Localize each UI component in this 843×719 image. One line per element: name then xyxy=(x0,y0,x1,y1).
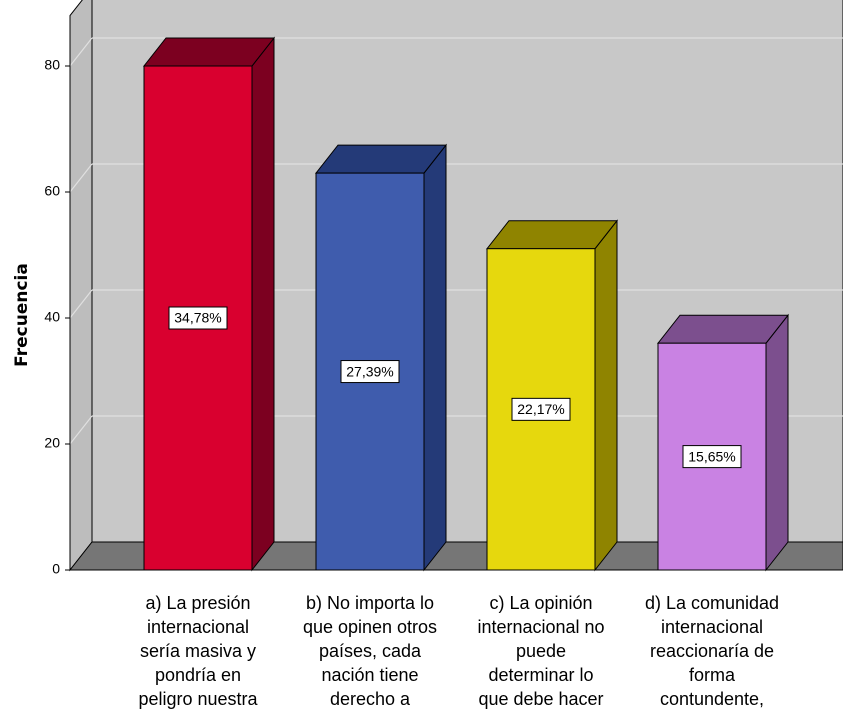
data-label: 15,65% xyxy=(682,445,742,469)
category-label-line: internacional xyxy=(661,617,763,637)
y-tick-label: 60 xyxy=(44,183,60,199)
category-label-line: d) La comunidad xyxy=(645,593,779,613)
category-labels: a) La presión internacional sería masiva y… xyxy=(138,593,779,709)
category-label-line: contundente, xyxy=(660,689,764,709)
category-label-line: puede xyxy=(516,641,566,661)
data-label: 22,17% xyxy=(511,397,571,421)
bar xyxy=(142,36,276,572)
category-label-line: c) La opinión xyxy=(489,593,592,613)
data-label-text: 27,39% xyxy=(346,363,393,379)
data-label-box xyxy=(340,360,400,384)
category-label-line: forma xyxy=(689,665,736,685)
gridline-side xyxy=(69,289,93,319)
gridline-side xyxy=(69,163,93,193)
gridline-side xyxy=(69,415,93,445)
category-label-line: internacional xyxy=(147,617,249,637)
category-label-line: que debe hacer xyxy=(478,689,603,709)
y-tick-label: 80 xyxy=(44,57,60,73)
bar xyxy=(485,219,619,572)
y-tick-label: 0 xyxy=(52,561,60,577)
y-axis-label: Frecuencia xyxy=(12,263,32,367)
category-label: b) No importa lo que opinen otros países, … xyxy=(303,593,437,709)
data-label-box xyxy=(682,445,742,469)
bar-side xyxy=(423,143,447,572)
bar xyxy=(314,143,448,572)
category-label-line: derecho a xyxy=(330,689,411,709)
category-label-line: nación tiene xyxy=(321,665,418,685)
bar-side xyxy=(594,219,618,572)
data-label-text: 22,17% xyxy=(517,401,564,417)
data-label-text: 15,65% xyxy=(688,448,735,464)
y-tick-label: 20 xyxy=(44,435,60,451)
category-label-line: a) La presión xyxy=(145,593,250,613)
data-label-box xyxy=(168,306,228,330)
bar xyxy=(656,313,790,572)
data-labels: 34,78% 27,39% 22,17% 15,65% xyxy=(168,306,742,469)
data-label-box xyxy=(511,397,571,421)
bar-side xyxy=(765,313,789,572)
bar-top xyxy=(656,314,790,344)
category-label: d) La comunidad internacional reaccionaría… xyxy=(645,593,779,709)
bar-side xyxy=(251,36,275,572)
category-label-line: reaccionaría de xyxy=(650,641,774,661)
y-axis: 0 20 40 60 80 xyxy=(44,15,71,577)
category-label-line: b) No importa lo xyxy=(306,593,434,613)
y-tick-label: 40 xyxy=(44,309,60,325)
category-label-line: sería masiva y xyxy=(140,641,256,661)
category-label-line: peligro nuestra xyxy=(138,689,258,709)
category-label-line: internacional no xyxy=(477,617,604,637)
data-label: 34,78% xyxy=(168,306,228,330)
gridline-side xyxy=(69,37,93,67)
category-label-line: países, cada xyxy=(319,641,422,661)
category-label-line: que opinen otros xyxy=(303,617,437,637)
data-label: 27,39% xyxy=(340,360,400,384)
category-label: a) La presión internacional sería masiva y… xyxy=(138,593,258,709)
bar-top xyxy=(314,144,448,174)
bar-top xyxy=(142,37,276,67)
data-label-text: 34,78% xyxy=(174,310,221,326)
category-label-line: determinar lo xyxy=(488,665,593,685)
bar-top xyxy=(485,220,619,250)
category-label: c) La opinión internacional no puede determ… xyxy=(477,593,604,709)
left-wall xyxy=(69,0,93,572)
category-label-line: pondría en xyxy=(155,665,241,685)
